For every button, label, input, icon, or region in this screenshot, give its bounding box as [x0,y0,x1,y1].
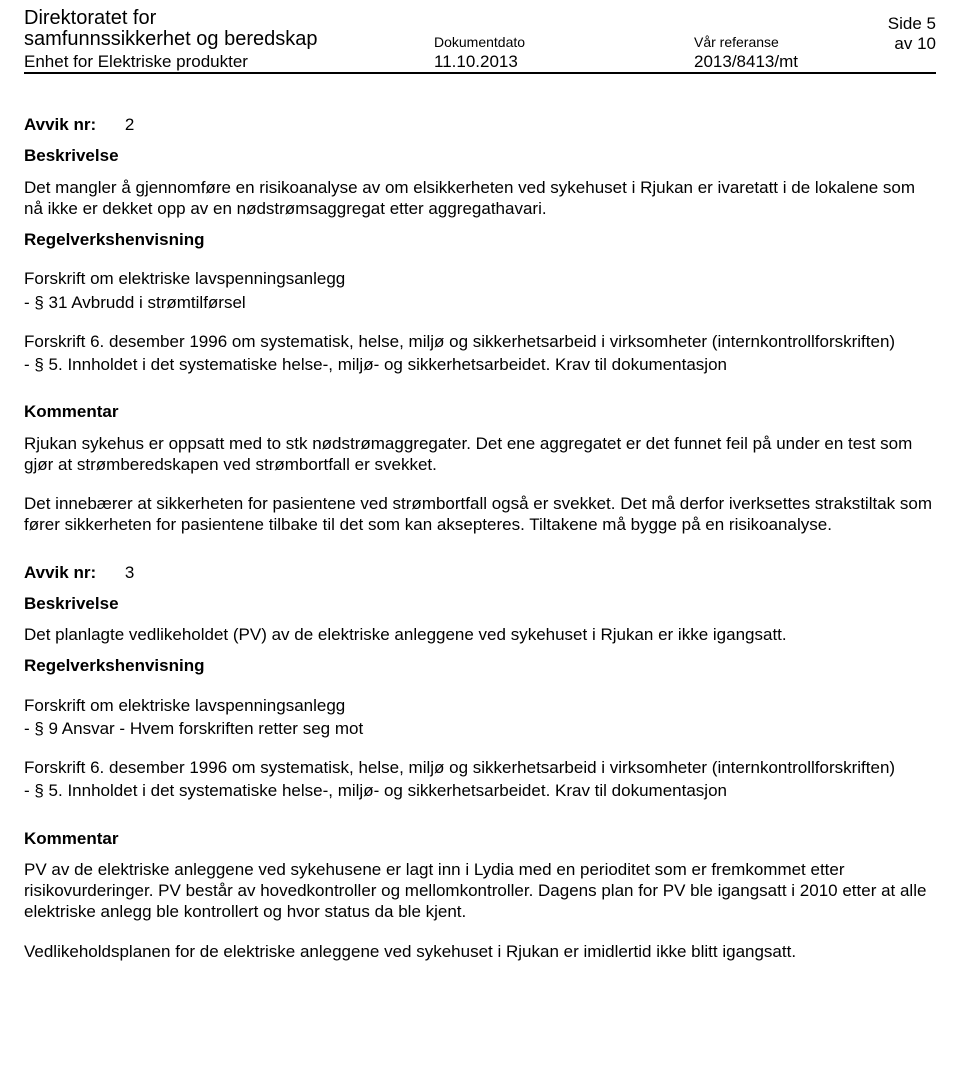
date-value: 11.10.2013 [434,52,694,72]
avvik3-beskrivelse-text: Det planlagte vedlikeholdet (PV) av de e… [24,624,936,645]
avvik3-regelverk-label: Regelverkshenvisning [24,655,936,676]
avvik2-header: Avvik nr: 2 [24,114,936,135]
header-agency: Direktoratet for samfunnssikkerhet og be… [24,8,434,72]
avvik2-kommentar-label: Kommentar [24,401,936,422]
avvik2-ref2-line3: - § 5. Innholdet i det systematiske hels… [24,354,936,375]
avvik2-kommentar-p1: Rjukan sykehus er oppsatt med to stk nød… [24,433,936,476]
avvik3-kommentar-p2: Vedlikeholdsplanen for de elektriske anl… [24,941,936,962]
document-header: Direktoratet for samfunnssikkerhet og be… [24,8,936,74]
avvik2-number: 2 [125,114,134,135]
agency-line1: Direktoratet for [24,8,434,29]
avvik2-kommentar-p2: Det innebærer at sikkerheten for pasient… [24,493,936,536]
avvik3-kommentar-label: Kommentar [24,828,936,849]
avvik3-kommentar-p1: PV av de elektriske anleggene ved sykehu… [24,859,936,923]
unit-name: Enhet for Elektriske produkter [24,52,434,72]
avvik2-ref1-line1: Forskrift om elektriske lavspenningsanle… [24,268,936,289]
avvik3-header: Avvik nr: 3 [24,562,936,583]
document-content: Avvik nr: 2 Beskrivelse Det mangler å gj… [24,74,936,962]
document-page: Direktoratet for samfunnssikkerhet og be… [0,0,960,996]
avvik3-ref2-line3: - § 5. Innholdet i det systematiske hels… [24,780,936,801]
ref-label: Vår referanse [694,34,874,50]
header-reference: Vår referanse 2013/8413/mt [694,8,874,72]
header-date: Dokumentdato 11.10.2013 [434,8,694,72]
ref-value: 2013/8413/mt [694,52,874,72]
agency-line2: samfunnssikkerhet og beredskap [24,29,434,50]
avvik2-ref1-line2: - § 31 Avbrudd i strømtilførsel [24,292,936,313]
avvik3-ref1-line1: Forskrift om elektriske lavspenningsanle… [24,695,936,716]
avvik3-number: 3 [125,562,134,583]
avvik2-label: Avvik nr: [24,115,96,134]
avvik2-regelverk-label: Regelverkshenvisning [24,229,936,250]
avvik2-ref2: Forskrift 6. desember 1996 om systematis… [24,331,936,352]
avvik2-beskrivelse-label: Beskrivelse [24,145,936,166]
avvik3-ref2: Forskrift 6. desember 1996 om systematis… [24,757,936,778]
avvik3-beskrivelse-label: Beskrivelse [24,593,936,614]
avvik3-ref1-line2: - § 9 Ansvar - Hvem forskriften retter s… [24,718,936,739]
avvik3-label: Avvik nr: [24,563,96,582]
avvik2-beskrivelse-text: Det mangler å gjennomføre en risikoanaly… [24,177,936,220]
date-label: Dokumentdato [434,34,694,50]
page-number: Side 5 av 10 [874,8,936,54]
